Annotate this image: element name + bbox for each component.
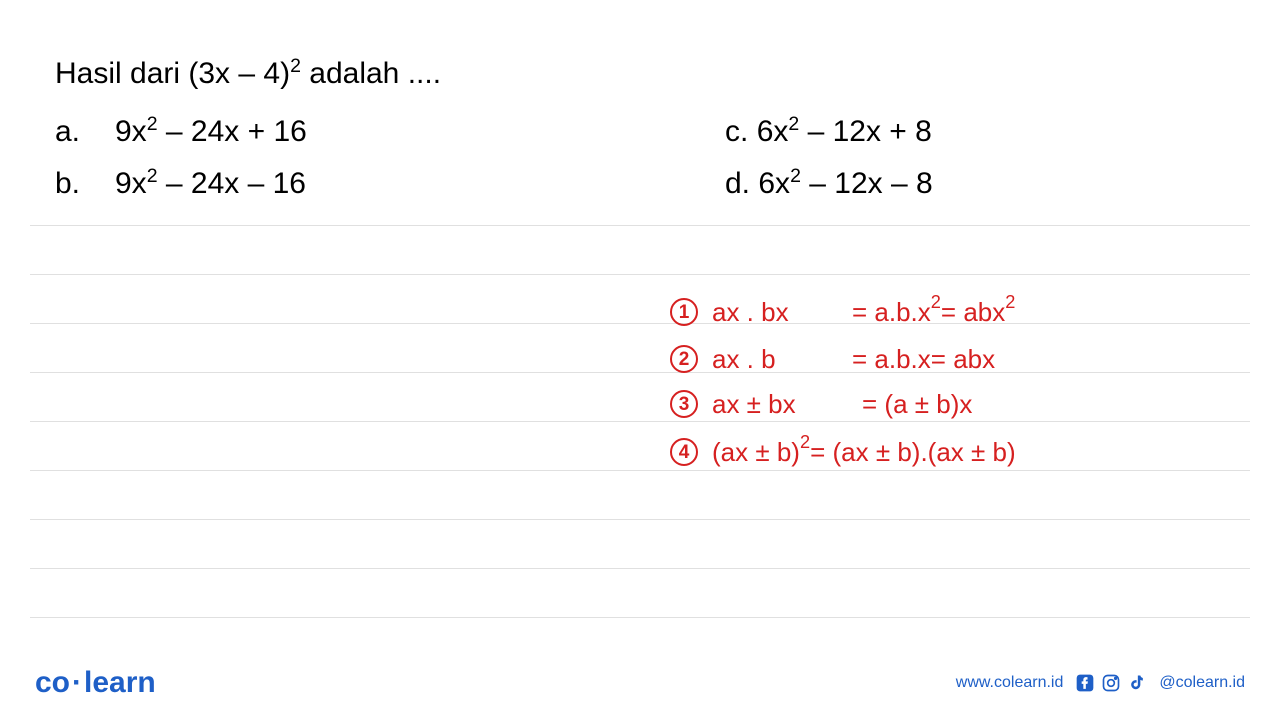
option-a-label: a. xyxy=(55,111,115,153)
option-b-label: b. xyxy=(55,163,115,205)
options-left-column: a.9x2 – 24x + 16 b.9x2 – 24x – 16 xyxy=(55,111,725,215)
ruled-line xyxy=(30,617,1250,618)
option-a-prefix: 9x xyxy=(115,115,147,148)
handwriting-line-1: 1 ax . bx = a.b.x2 = abx2 xyxy=(670,290,1015,334)
ruled-line xyxy=(30,225,1250,226)
hw1-rhs-exp: 2 xyxy=(1005,287,1015,318)
hw1-rhs: = abx xyxy=(941,290,1005,334)
question-suffix: adalah .... xyxy=(301,57,441,90)
hw1-lhs: ax . bx xyxy=(712,290,852,334)
colearn-logo: co·learn xyxy=(35,666,156,700)
option-d-rest: – 12x – 8 xyxy=(801,167,933,200)
option-c-label: c. xyxy=(725,115,748,148)
hw3-lhs: ax ± bx xyxy=(712,382,862,426)
ruled-line xyxy=(30,372,1250,373)
ruled-line xyxy=(30,519,1250,520)
option-d-label: d. xyxy=(725,167,750,200)
option-a: a.9x2 – 24x + 16 xyxy=(55,111,725,153)
option-b-rest: – 24x – 16 xyxy=(158,167,306,200)
ruled-lines-area xyxy=(30,225,1250,645)
option-d-exp: 2 xyxy=(790,165,801,187)
option-a-exp: 2 xyxy=(147,113,158,135)
question-exponent: 2 xyxy=(290,55,301,77)
logo-co: co xyxy=(35,666,70,699)
ruled-line xyxy=(30,323,1250,324)
hw4-lhs: (ax ± b) xyxy=(712,430,800,474)
hw1-mid-exp: 2 xyxy=(931,287,941,318)
option-d: d. 6x2 – 12x – 8 xyxy=(725,163,1125,205)
hw2-rhs: = abx xyxy=(931,337,995,381)
footer-handle: @colearn.id xyxy=(1159,674,1245,692)
ruled-line xyxy=(30,568,1250,569)
option-c-prefix: 6x xyxy=(757,115,789,148)
option-b-exp: 2 xyxy=(147,165,158,187)
option-a-rest: – 24x + 16 xyxy=(158,115,307,148)
hw3-mid: = (a ± b)x xyxy=(862,382,972,426)
option-d-prefix: 6x xyxy=(758,167,790,200)
handwriting-line-4: 4 (ax ± b)2 = (ax ± b).(ax ± b) xyxy=(670,430,1016,474)
hw2-mid: = a.b.x xyxy=(852,337,931,381)
logo-learn: learn xyxy=(84,666,156,699)
footer-url: www.colearn.id xyxy=(956,674,1064,692)
circled-number-icon: 2 xyxy=(670,345,698,373)
ruled-line xyxy=(30,470,1250,471)
instagram-icon xyxy=(1101,673,1121,693)
handwriting-line-3: 3 ax ± bx = (a ± b)x xyxy=(670,382,972,426)
hw1-mid: = a.b.x xyxy=(852,290,931,334)
options-container: a.9x2 – 24x + 16 b.9x2 – 24x – 16 c. 6x2… xyxy=(55,111,1225,215)
footer-right: www.colearn.id @colearn.id xyxy=(956,673,1245,693)
hw4-mid: = (ax ± b).(ax ± b) xyxy=(810,430,1016,474)
options-right-column: c. 6x2 – 12x + 8 d. 6x2 – 12x – 8 xyxy=(725,111,1125,215)
facebook-icon xyxy=(1075,673,1095,693)
circled-number-icon: 3 xyxy=(670,390,698,418)
footer: co·learn www.colearn.id @colearn.id xyxy=(0,666,1280,700)
option-b: b.9x2 – 24x – 16 xyxy=(55,163,725,205)
question-prefix: Hasil dari (3x – 4) xyxy=(55,57,290,90)
ruled-line xyxy=(30,421,1250,422)
handwriting-line-2: 2 ax . b = a.b.x = abx xyxy=(670,337,995,381)
social-icons xyxy=(1075,673,1147,693)
option-c: c. 6x2 – 12x + 8 xyxy=(725,111,1125,153)
question-text: Hasil dari (3x – 4)2 adalah .... xyxy=(55,55,1225,91)
option-c-rest: – 12x + 8 xyxy=(799,115,932,148)
tiktok-icon xyxy=(1127,673,1147,693)
option-b-prefix: 9x xyxy=(115,167,147,200)
option-c-exp: 2 xyxy=(788,113,799,135)
ruled-line xyxy=(30,274,1250,275)
circled-number-icon: 4 xyxy=(670,438,698,466)
hw4-lhs-exp: 2 xyxy=(800,427,810,458)
logo-dot-icon: · xyxy=(72,666,82,699)
hw2-lhs: ax . b xyxy=(712,337,852,381)
circled-number-icon: 1 xyxy=(670,298,698,326)
